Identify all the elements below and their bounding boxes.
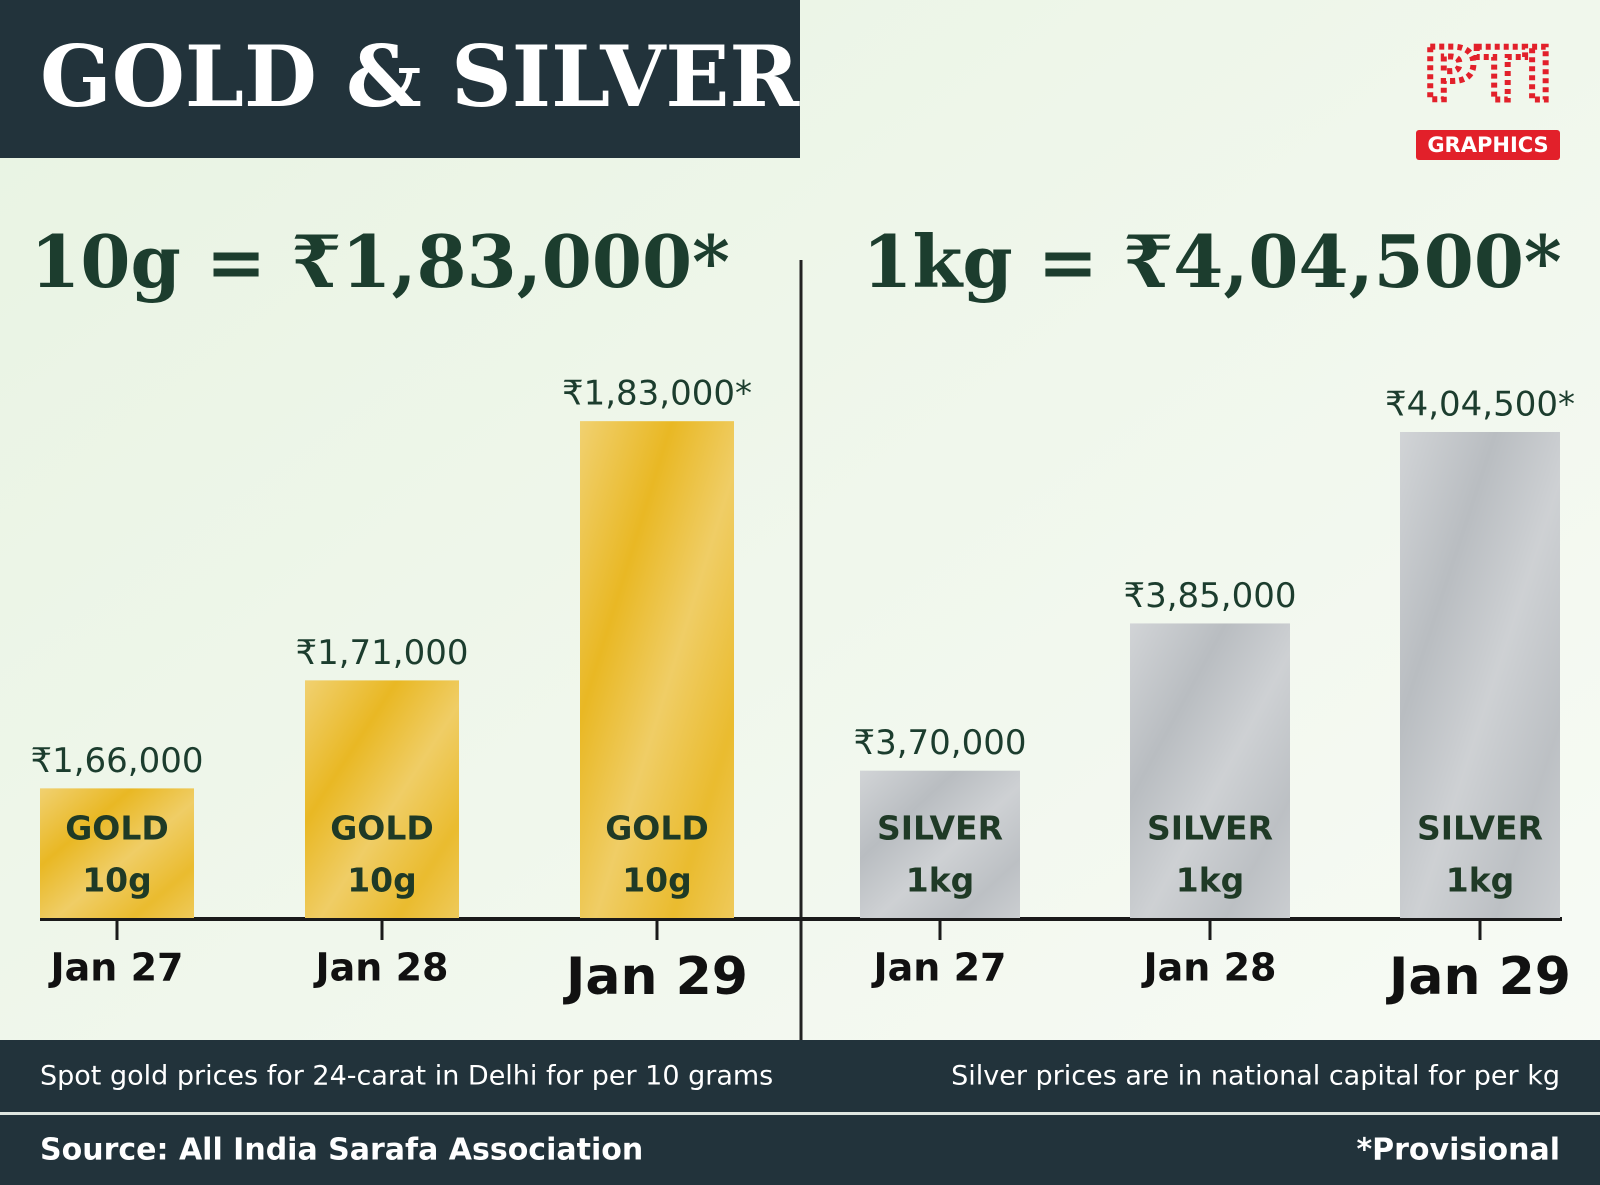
bar-text: 1kg <box>906 861 975 900</box>
bar-sheen <box>580 421 734 918</box>
x-tick-label: Jan 28 <box>313 946 449 990</box>
x-tick-label: Jan 29 <box>1386 947 1571 1007</box>
bar-text: GOLD <box>65 809 169 848</box>
bar-text: SILVER <box>1417 809 1543 848</box>
source: Source: All India Sarafa Association <box>40 1133 643 1168</box>
bar-text: 10g <box>347 861 417 900</box>
bar-text: 10g <box>622 861 692 900</box>
value-label: ₹1,66,000 <box>30 741 203 781</box>
bar-sheen <box>1130 623 1290 918</box>
bar-sheen <box>860 770 1020 918</box>
x-tick-label: Jan 27 <box>871 946 1007 990</box>
value-label: ₹4,04,500* <box>1385 385 1575 425</box>
value-label: ₹1,71,000 <box>295 633 468 673</box>
bar-text: 1kg <box>1446 861 1515 900</box>
chart-headline: 1kg = ₹4,04,500* <box>862 219 1561 304</box>
x-tick-label: Jan 27 <box>48 946 184 990</box>
logo: PTI GRAPHICS <box>1416 30 1560 160</box>
title: GOLD & SILVER <box>40 27 800 126</box>
note: Silver prices are in national capital fo… <box>951 1061 1560 1092</box>
note: Spot gold prices for 24-carat in Delhi f… <box>40 1061 773 1092</box>
title-box <box>0 0 800 158</box>
chart-headline: 10g = ₹1,83,000* <box>30 219 729 304</box>
bar-text: SILVER <box>877 809 1003 848</box>
x-tick-label: Jan 29 <box>563 947 748 1007</box>
band-separator <box>0 1112 1600 1115</box>
bar-text: 10g <box>82 861 152 900</box>
value-label: ₹1,83,000* <box>562 374 752 414</box>
bar-text: GOLD <box>330 809 434 848</box>
bar-text: SILVER <box>1147 809 1273 848</box>
value-label: ₹3,70,000 <box>853 723 1026 763</box>
source-band <box>0 1115 1600 1185</box>
footnote: *Provisional <box>1356 1133 1560 1168</box>
logo-mark: PTI <box>1424 33 1553 117</box>
bar-text: 1kg <box>1176 861 1245 900</box>
bar-sheen <box>40 788 194 918</box>
bar-text: GOLD <box>605 809 709 848</box>
x-tick-label: Jan 28 <box>1141 946 1277 990</box>
note-band <box>0 1040 1600 1112</box>
logo-badge <box>1416 130 1560 160</box>
logo-label: GRAPHICS <box>1427 133 1548 157</box>
bar-sheen <box>305 680 459 918</box>
value-label: ₹3,85,000 <box>1123 576 1296 616</box>
bar-sheen <box>1400 432 1560 918</box>
